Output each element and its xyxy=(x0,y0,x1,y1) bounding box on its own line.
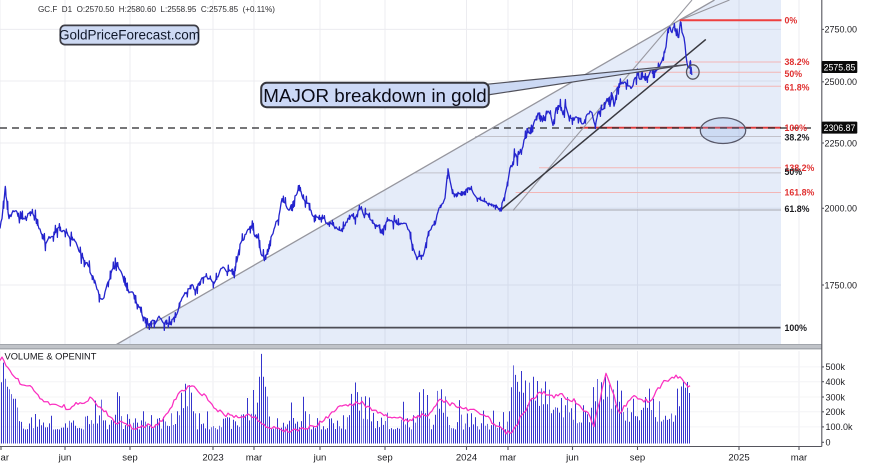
svg-text:50%: 50% xyxy=(785,69,803,79)
svg-text:ar: ar xyxy=(1,453,10,464)
svg-text:0%: 0% xyxy=(785,16,798,26)
svg-text:2024: 2024 xyxy=(456,453,478,464)
svg-text:mar: mar xyxy=(791,453,808,464)
svg-text:138.2%: 138.2% xyxy=(785,163,815,173)
svg-text:jun: jun xyxy=(565,453,579,464)
svg-text:mar: mar xyxy=(246,453,263,464)
svg-text:sep: sep xyxy=(377,453,392,464)
svg-text:61.8%: 61.8% xyxy=(785,83,810,93)
svg-text:sep: sep xyxy=(122,453,137,464)
svg-text:161.8%: 161.8% xyxy=(785,188,815,198)
svg-text:38.2%: 38.2% xyxy=(785,57,810,67)
svg-text:100.0k: 100.0k xyxy=(826,422,854,432)
svg-text:sep: sep xyxy=(630,453,645,464)
svg-text:300k: 300k xyxy=(826,392,846,402)
svg-text:2000.00: 2000.00 xyxy=(825,204,858,214)
svg-text:2250.00: 2250.00 xyxy=(825,138,858,148)
svg-text:2750.00: 2750.00 xyxy=(825,25,858,35)
svg-text:400k: 400k xyxy=(826,377,846,387)
svg-text:mar: mar xyxy=(500,453,517,464)
svg-text:0: 0 xyxy=(826,438,831,448)
svg-text:jun: jun xyxy=(313,453,327,464)
svg-text:GoldPriceForecast.com: GoldPriceForecast.com xyxy=(59,27,200,42)
svg-text:1750.00: 1750.00 xyxy=(825,280,858,290)
svg-text:2575.85: 2575.85 xyxy=(824,62,856,72)
svg-text:50%: 50% xyxy=(785,167,803,177)
svg-text:200k: 200k xyxy=(826,407,846,417)
svg-text:VOLUME & OPENINT: VOLUME & OPENINT xyxy=(5,352,97,362)
svg-text:GC.F D1 O:2570.50 H:2580.60: GC.F D1 O:2570.50 H:2580.60 L:2558.95 C:… xyxy=(38,4,275,14)
svg-text:100%: 100% xyxy=(785,123,808,133)
svg-text:61.8%: 61.8% xyxy=(785,204,810,214)
svg-text:500k: 500k xyxy=(826,362,846,372)
svg-text:jun: jun xyxy=(58,453,72,464)
svg-text:2306.87: 2306.87 xyxy=(824,123,856,133)
svg-text:MAJOR breakdown in gold: MAJOR breakdown in gold xyxy=(263,85,486,106)
svg-text:2500.00: 2500.00 xyxy=(825,77,858,87)
svg-text:2023: 2023 xyxy=(202,453,223,464)
svg-text:38.2%: 38.2% xyxy=(785,133,810,143)
svg-text:2025: 2025 xyxy=(728,453,749,464)
svg-text:100%: 100% xyxy=(785,323,808,333)
